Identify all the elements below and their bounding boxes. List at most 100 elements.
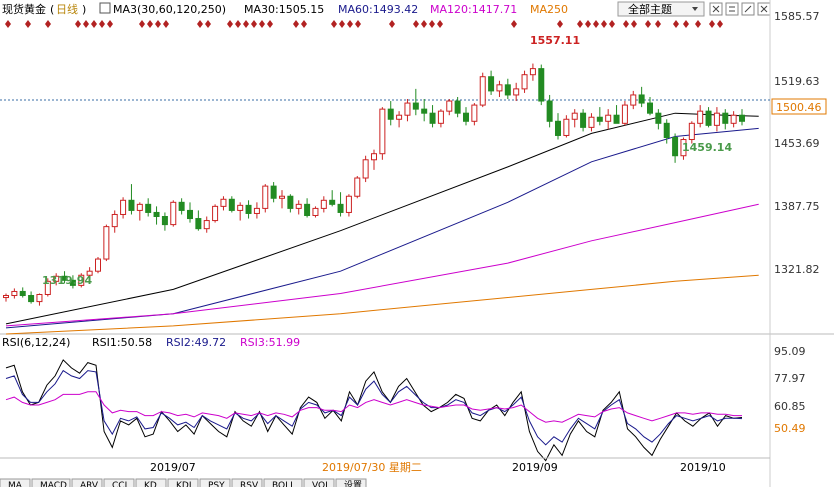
candle (672, 133, 679, 163)
tab-boll[interactable]: BOLL (263, 478, 303, 491)
signal-diamond (235, 20, 241, 28)
signal-diamond (511, 20, 517, 28)
tab-label: CCI (112, 481, 127, 487)
tab-psy[interactable]: PSY (199, 478, 231, 491)
candle (404, 99, 411, 122)
signal-diamond (645, 20, 651, 28)
x-axis: 2019/07 2019/07/30 星期二 2019/09 2019/10 (0, 457, 770, 474)
candle (621, 101, 628, 126)
tab-macd[interactable]: MACD (31, 478, 71, 491)
candle (630, 90, 637, 110)
tab-kdj[interactable]: KDJ (167, 478, 199, 491)
candle (739, 109, 745, 126)
instrument-name: 现货黄金 (2, 2, 46, 16)
tab-rsv[interactable]: RSV (231, 478, 263, 491)
candle (128, 184, 135, 215)
tab-label: KDJ (176, 481, 192, 487)
tab-arv[interactable]: ARV (71, 478, 103, 491)
indicator-icon[interactable] (99, 2, 111, 14)
period-label[interactable]: 日线 (56, 2, 78, 16)
candle (504, 78, 511, 100)
candle (613, 105, 620, 124)
candle (471, 103, 478, 126)
candle (287, 194, 294, 213)
tab-设置[interactable]: 设置 (335, 478, 367, 491)
candle (596, 107, 603, 126)
candle (697, 105, 704, 128)
candle (454, 96, 461, 118)
rsi1-line (5, 359, 743, 462)
ma250-value: MA250 (530, 3, 568, 16)
tab-label: VOL (312, 481, 330, 487)
tab-ma[interactable]: MA (0, 478, 31, 491)
candle (688, 121, 695, 144)
signal-diamond (673, 20, 679, 28)
signal-diamond (623, 20, 629, 28)
tab-kd[interactable]: KD (135, 478, 167, 491)
price-tick: 1453.69 (774, 137, 820, 150)
current-price-box (771, 98, 827, 115)
ma250-line (5, 274, 759, 335)
candle (571, 109, 578, 128)
signal-diamond (83, 20, 89, 28)
candle (19, 287, 26, 298)
candle (412, 88, 419, 116)
current-price-label: 1500.46 (776, 101, 822, 114)
theme-select[interactable] (617, 1, 705, 17)
candle (713, 107, 720, 132)
signal-diamond (421, 20, 427, 28)
candle (446, 99, 453, 116)
candle (521, 70, 528, 93)
signal-diamond (243, 20, 249, 28)
signal-diamond (593, 20, 599, 28)
signal-diamond (267, 20, 273, 28)
rsi2-value: RSI2:49.72 (166, 336, 226, 349)
candle (488, 70, 495, 95)
candle (228, 196, 235, 213)
price-tick: 1321.82 (774, 263, 820, 276)
signal-diamond (577, 20, 583, 28)
candle (663, 119, 670, 144)
candle (421, 99, 428, 122)
candle (86, 267, 93, 280)
signal-diamond (91, 20, 97, 28)
candle (95, 257, 101, 274)
tab-cci[interactable]: CCI (103, 478, 135, 491)
signal-diamond (389, 20, 395, 28)
tab-vol[interactable]: VOL (303, 478, 335, 491)
candle (295, 200, 302, 215)
candle (11, 288, 18, 299)
signal-diamond (205, 20, 211, 28)
signal-diamond (695, 20, 701, 28)
candle (245, 200, 252, 219)
rsi-panel (5, 359, 743, 462)
candle (479, 72, 486, 108)
candle (705, 107, 712, 128)
signal-diamond (437, 20, 443, 28)
signal-diamond (251, 20, 257, 28)
candle (463, 107, 469, 126)
candle (61, 271, 68, 284)
candle (153, 206, 160, 225)
rsi-current: 50.49 (774, 422, 806, 435)
grid-icon[interactable] (725, 2, 739, 16)
price-axis: 1585.57 1519.63 1453.69 1387.75 1321.82 … (771, 10, 827, 276)
candle (362, 155, 369, 183)
candle (605, 109, 612, 130)
candle (253, 202, 260, 219)
candle (429, 105, 436, 128)
candle (345, 194, 352, 217)
theme-select-label: 全部主题 (628, 2, 672, 16)
signal-diamond (25, 20, 31, 28)
signal-markers (5, 20, 723, 28)
candle (396, 111, 403, 128)
window-controls (709, 2, 771, 16)
candle (329, 190, 336, 207)
candle (563, 115, 570, 138)
signal-diamond (99, 20, 105, 28)
header-bar: 现货黄金 ( 日线 ) MA3(30,60,120,250) MA30:1505… (2, 1, 771, 17)
candle (555, 113, 561, 140)
candle (655, 109, 662, 130)
signal-diamond (709, 20, 715, 28)
rsi-title: RSI(6,12,24) (2, 336, 70, 349)
